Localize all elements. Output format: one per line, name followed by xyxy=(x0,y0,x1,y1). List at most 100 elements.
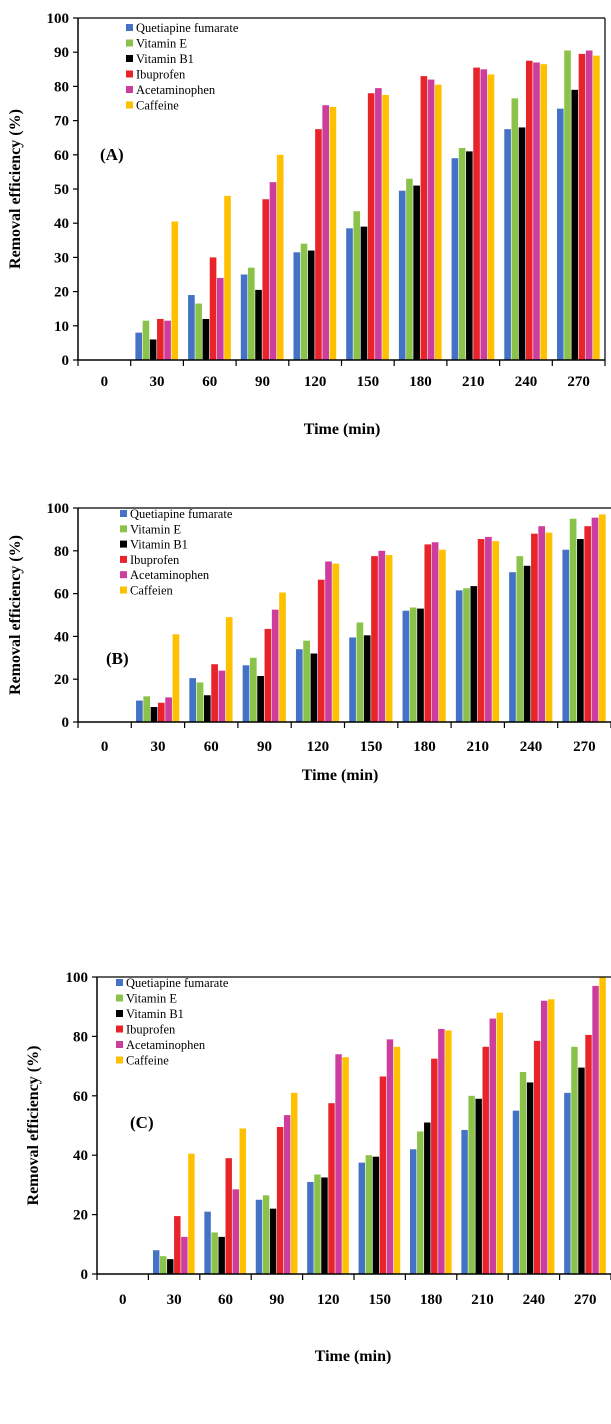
bar-90-5 xyxy=(276,154,284,360)
bar-150-1 xyxy=(353,211,361,360)
bar-30-5 xyxy=(172,634,180,722)
x-tick-label: 0 xyxy=(101,739,109,755)
x-tick-label: 120 xyxy=(307,739,330,755)
x-tick-label: 120 xyxy=(317,1292,340,1308)
bar-30-2 xyxy=(149,339,157,360)
legend-label: Caffeine xyxy=(126,1054,169,1068)
bar-210-5 xyxy=(496,1012,504,1274)
bar-150-4 xyxy=(386,1039,394,1274)
bar-120-1 xyxy=(303,640,310,722)
bar-210-2 xyxy=(466,151,473,360)
bar-270-0 xyxy=(562,549,570,722)
bar-150-1 xyxy=(356,622,364,722)
y-tick-label: 60 xyxy=(54,587,69,603)
y-tick-label: 40 xyxy=(54,629,69,645)
y-tick-label: 40 xyxy=(54,216,69,232)
x-tick-label: 30 xyxy=(167,1292,182,1308)
bar-90-2 xyxy=(257,675,264,722)
legend-swatch xyxy=(126,24,133,31)
legend-swatch xyxy=(116,979,123,986)
bar-240-4 xyxy=(538,526,546,722)
bar-270-2 xyxy=(571,89,579,360)
bar-180-3 xyxy=(431,1058,438,1274)
bar-90-1 xyxy=(262,1195,270,1274)
bar-240-3 xyxy=(531,533,538,722)
panel-label: (B) xyxy=(106,649,129,668)
bar-120-3 xyxy=(328,1103,335,1274)
x-axis-title: Time (min) xyxy=(304,421,381,438)
bar-270-3 xyxy=(578,53,586,360)
y-tick-label: 20 xyxy=(54,285,69,301)
bar-270-2 xyxy=(577,539,584,722)
bar-180-1 xyxy=(409,607,417,722)
legend-label: Caffeine xyxy=(136,99,179,113)
bar-180-0 xyxy=(409,1149,417,1274)
bar-90-1 xyxy=(249,657,257,722)
legend-label: Quetiapine fumarate xyxy=(136,21,239,35)
bar-30-0 xyxy=(152,1250,160,1274)
y-tick-label: 20 xyxy=(54,672,69,688)
x-tick-label: 90 xyxy=(269,1292,284,1308)
bar-240-5 xyxy=(545,532,553,722)
bar-210-3 xyxy=(477,539,485,722)
bar-120-2 xyxy=(310,653,318,722)
bar-150-3 xyxy=(379,1076,387,1274)
legend-label: Acetaminophen xyxy=(126,1038,206,1052)
x-tick-label: 90 xyxy=(255,374,270,390)
bar-180-0 xyxy=(402,610,410,722)
legend-label: Caffeien xyxy=(130,584,174,598)
bar-60-5 xyxy=(224,195,231,360)
legend-swatch xyxy=(120,510,127,517)
bar-120-1 xyxy=(300,243,308,360)
bar-30-1 xyxy=(160,1256,167,1274)
legend-label: Acetaminophen xyxy=(136,83,216,97)
bar-210-2 xyxy=(470,586,478,722)
bar-270-4 xyxy=(591,517,599,722)
bar-270-4 xyxy=(592,985,599,1274)
y-tick-label: 10 xyxy=(54,319,69,335)
legend-swatch xyxy=(116,994,123,1002)
bar-210-5 xyxy=(487,74,495,361)
bar-210-0 xyxy=(455,590,463,722)
bar-60-3 xyxy=(225,1158,232,1274)
bar-60-1 xyxy=(195,303,202,360)
y-axis-title: Removal efficiency (%) xyxy=(25,1046,42,1206)
bar-90-5 xyxy=(290,1092,298,1274)
bar-270-0 xyxy=(556,108,564,360)
bar-60-4 xyxy=(216,277,224,360)
legend-swatch xyxy=(120,555,127,563)
bar-60-1 xyxy=(211,1232,218,1274)
bar-150-0 xyxy=(349,637,356,722)
bar-60-3 xyxy=(209,257,217,360)
x-tick-label: 60 xyxy=(204,739,219,755)
y-tick-label: 80 xyxy=(73,1029,88,1045)
bar-30-3 xyxy=(174,1216,181,1274)
y-tick-label: 60 xyxy=(73,1089,88,1105)
legend-label: Quetiapine fumarate xyxy=(126,976,229,990)
bar-150-5 xyxy=(382,94,389,360)
bar-30-4 xyxy=(181,1236,188,1275)
bar-270-1 xyxy=(569,518,577,722)
bar-60-2 xyxy=(202,318,210,360)
bar-210-1 xyxy=(468,1095,475,1274)
x-tick-label: 90 xyxy=(257,739,272,755)
x-tick-label: 270 xyxy=(573,739,596,755)
x-tick-label: 210 xyxy=(467,739,490,755)
legend-label: Vitamin B1 xyxy=(136,52,194,66)
bar-120-5 xyxy=(329,106,337,360)
bar-30-2 xyxy=(150,707,158,722)
bar-210-5 xyxy=(492,541,500,722)
bar-30-2 xyxy=(167,1259,174,1274)
legend-label: Ibuprofen xyxy=(136,68,186,82)
bar-150-1 xyxy=(365,1155,373,1274)
bar-210-4 xyxy=(485,536,492,722)
x-tick-label: 30 xyxy=(150,739,165,755)
bar-150-5 xyxy=(393,1046,401,1274)
legend-label: Vitamin B1 xyxy=(130,538,188,552)
bar-120-2 xyxy=(307,250,315,360)
bar-180-0 xyxy=(398,190,406,360)
bar-270-4 xyxy=(585,50,593,361)
legend-swatch xyxy=(116,1010,123,1017)
bar-120-0 xyxy=(307,1181,314,1274)
x-tick-label: 240 xyxy=(523,1292,546,1308)
